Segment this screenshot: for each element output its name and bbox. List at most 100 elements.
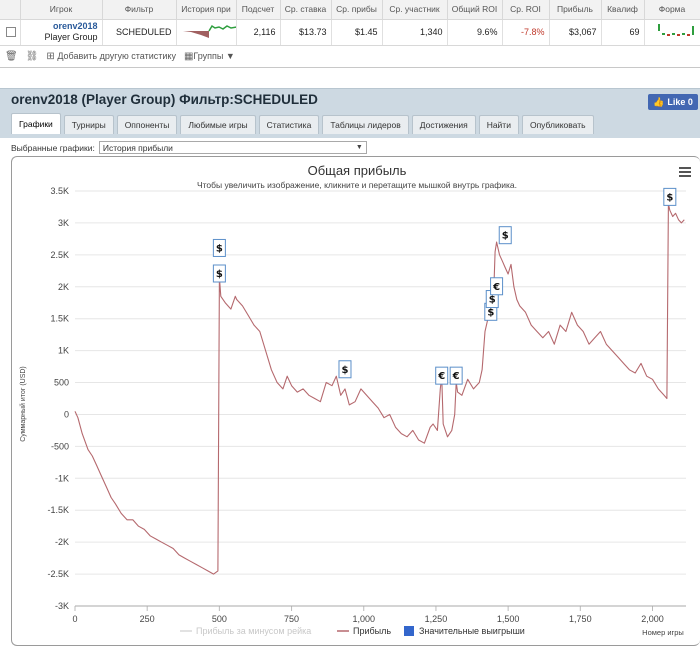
avg-stake-value: $13.73 <box>280 19 332 46</box>
big-win-flag[interactable] <box>212 264 226 283</box>
col-header-profit[interactable]: Прибыль <box>549 0 602 20</box>
tab-achievements[interactable]: Достижения <box>411 115 476 134</box>
add-stat-icon: ⊞ <box>46 51 55 62</box>
qualif-value: 69 <box>601 19 645 46</box>
series-line-profit[interactable] <box>74 203 685 575</box>
big-win-symbol: $ <box>502 231 509 242</box>
y-tick-label: -1K <box>55 473 69 483</box>
tab-statistics[interactable]: Статистика <box>258 115 320 134</box>
stats-data-row: orenv2018 Player Group SCHEDULED 2,116 $… <box>0 19 700 46</box>
col-header-avg-profit[interactable]: Ср. прибы <box>331 0 383 20</box>
big-win-flag[interactable] <box>449 366 463 385</box>
groups-label: Группы <box>193 51 224 61</box>
big-win-symbol: € <box>437 371 445 382</box>
total-roi-value: 9.6% <box>447 19 503 46</box>
big-win-symbol: $ <box>666 192 673 203</box>
x-tick-label: 1,000 <box>352 614 375 624</box>
tab-leaderboards[interactable]: Таблицы лидеров <box>322 115 409 134</box>
tab-tournaments[interactable]: Турниры <box>63 115 114 134</box>
legend-item-big-wins[interactable]: Значительные выигрыши <box>419 626 525 636</box>
col-header-history[interactable]: История при <box>176 0 237 20</box>
tab-favorite-games[interactable]: Любимые игры <box>180 115 256 134</box>
chart-selector-dropdown[interactable]: История прибыли ▼ <box>98 141 367 154</box>
col-header-form[interactable]: Форма <box>644 0 700 20</box>
col-header-filter[interactable]: Фильтр <box>102 0 177 20</box>
big-win-flag[interactable] <box>212 238 226 257</box>
legend-item-profit[interactable]: Прибыль <box>353 626 391 636</box>
stats-panel: Игрок Фильтр История при Подсчет Ср. ста… <box>0 0 700 68</box>
like-label: Like 0 <box>667 97 693 107</box>
form-sparkline-cell <box>644 19 700 46</box>
big-win-symbol: $ <box>489 295 496 306</box>
y-tick-label: -3K <box>55 601 69 611</box>
player-name-link[interactable]: orenv2018 <box>52 21 98 31</box>
y-tick-label: 3.5K <box>50 186 69 196</box>
col-header-avg-stake[interactable]: Ср. ставка <box>280 0 332 20</box>
y-tick-labels: -3K -2.5K -2K -1.5K -1K -500 0 500 1K 1.5K 2K 2.5K 3… <box>47 186 69 611</box>
col-header-avg-roi[interactable]: Ср. ROI <box>502 0 550 20</box>
row-checkbox-cell <box>0 19 21 46</box>
add-stat-button[interactable]: ⊞ Добавить другую статистику <box>46 51 176 62</box>
big-win-symbol: € <box>452 371 460 382</box>
big-win-flag[interactable] <box>490 277 504 296</box>
x-tick-label: 250 <box>140 614 155 624</box>
big-win-flag[interactable] <box>338 360 352 379</box>
chart-selector-row: Выбранные графики: История прибыли ▼ <box>11 141 367 154</box>
trash-icon[interactable]: 🗑 <box>5 51 18 62</box>
profit-value: $3,067 <box>549 19 602 46</box>
player-cell: orenv2018 Player Group <box>20 19 103 46</box>
chart-container[interactable]: Общая прибыль Чтобы увеличить изображени… <box>11 156 700 646</box>
series-layer <box>74 203 685 575</box>
big-win-flag[interactable] <box>663 187 677 206</box>
page-header: orenv2018 (Player Group) Фильтр:SCHEDULE… <box>0 88 700 138</box>
chart-selector-value: История прибыли <box>102 142 173 153</box>
legend-swatch-big-wins <box>404 626 414 636</box>
y-tick-label: 1K <box>58 346 69 356</box>
big-win-symbol: $ <box>341 365 348 376</box>
x-tick-label: 1,250 <box>425 614 448 624</box>
x-tick-label: 0 <box>72 614 77 624</box>
y-tick-label: 2K <box>58 282 69 292</box>
big-win-flag[interactable] <box>498 226 512 245</box>
add-stat-label: Добавить другую статистику <box>57 51 176 61</box>
col-header-count[interactable]: Подсчет <box>236 0 281 20</box>
col-header-avg-entrants[interactable]: Ср. участник <box>382 0 448 20</box>
history-sparkline <box>182 24 235 38</box>
groups-dropdown[interactable]: ▦Группы ▼ <box>184 51 235 62</box>
groups-icon: ▦ <box>183 51 194 62</box>
filter-value: SCHEDULED <box>102 19 177 46</box>
col-header-player[interactable]: Игрок <box>20 0 103 20</box>
tab-find[interactable]: Найти <box>478 115 519 134</box>
chart-subtitle: Чтобы увеличить изображение, кликните и … <box>197 180 517 190</box>
thumbs-up-icon: 👍 <box>653 96 665 107</box>
y-axis-label: Суммарный итог (USD) <box>19 366 27 442</box>
col-header-total-roi[interactable]: Общий ROI <box>447 0 503 20</box>
stats-table: Игрок Фильтр История при Подсчет Ср. ста… <box>0 0 700 46</box>
header-checkbox-cell <box>0 0 21 20</box>
x-tick-labels: 0 250 500 750 1,000 1,250 1,500 1,750 2,000 <box>72 614 663 624</box>
tab-opponents[interactable]: Оппоненты <box>116 115 178 134</box>
big-win-flag[interactable] <box>435 366 449 385</box>
x-tick-label: 1,500 <box>497 614 520 624</box>
chevron-down-icon: ▼ <box>225 51 235 61</box>
tab-charts[interactable]: Графики <box>11 113 61 134</box>
big-win-symbol: $ <box>216 269 223 280</box>
profit-chart[interactable]: Общая прибыль Чтобы увеличить изображени… <box>12 157 700 647</box>
player-group: Player Group <box>44 32 98 42</box>
col-header-qualif[interactable]: Квалиф <box>601 0 645 20</box>
chevron-down-icon: ▼ <box>355 144 363 151</box>
facebook-like-button[interactable]: 👍 Like 0 <box>648 94 698 110</box>
stats-toolbar: 🗑 ⛓ ⊞ Добавить другую статистику ▦Группы… <box>0 46 700 68</box>
tab-publish[interactable]: Опубликовать <box>521 115 594 134</box>
y-tick-label: -2K <box>55 537 69 547</box>
link-icon[interactable]: ⛓ <box>25 51 39 62</box>
y-tick-label: -2.5K <box>47 569 69 579</box>
y-tick-label: 3K <box>58 218 69 228</box>
row-checkbox[interactable] <box>5 27 16 38</box>
grid-lines <box>74 190 686 611</box>
chart-menu-icon[interactable] <box>679 167 691 177</box>
legend-item-rake[interactable]: Прибыль за минусом рейка <box>196 626 311 636</box>
y-tick-label: -500 <box>51 441 69 451</box>
big-win-symbol: € <box>492 282 500 293</box>
x-tick-label: 2,000 <box>641 614 664 624</box>
